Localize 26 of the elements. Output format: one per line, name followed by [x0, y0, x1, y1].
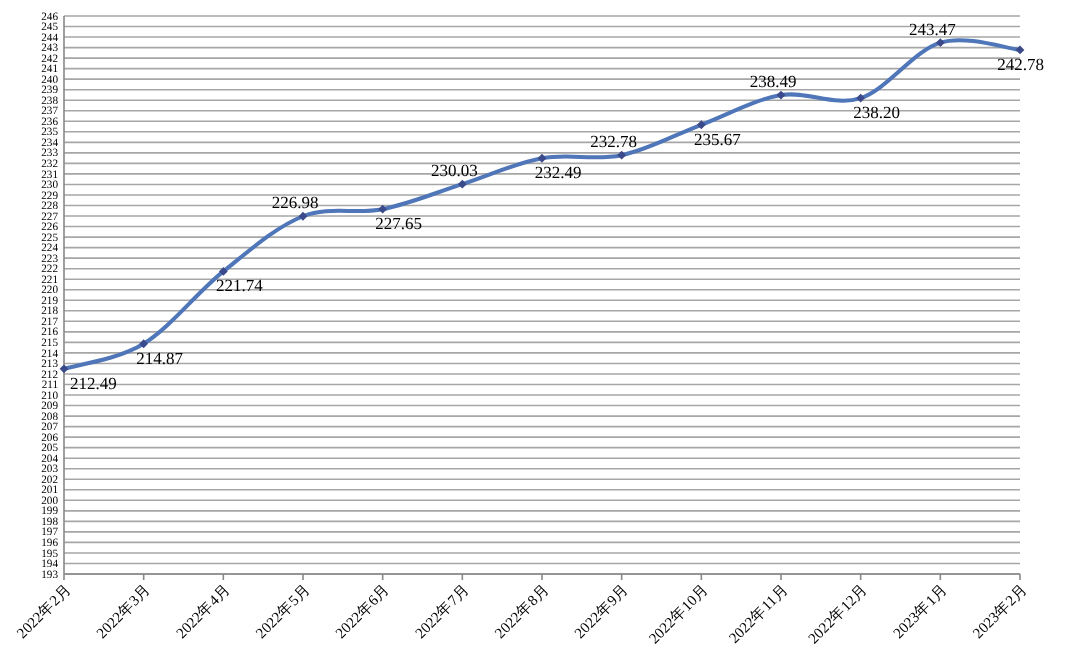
point — [617, 150, 627, 160]
text: 232.49 — [534, 162, 582, 183]
point — [378, 204, 388, 214]
text: 230.03 — [430, 160, 478, 181]
text: 221.74 — [215, 275, 263, 296]
point — [457, 179, 467, 189]
point — [218, 267, 228, 276]
text: 243.47 — [908, 18, 956, 39]
point — [298, 211, 308, 221]
text: 235.67 — [693, 128, 741, 149]
point — [696, 120, 706, 130]
text: 226.98 — [271, 192, 319, 213]
text: 238.20 — [853, 102, 901, 123]
point — [1015, 45, 1025, 55]
text: 212.49 — [70, 372, 117, 393]
text: 238.49 — [749, 71, 797, 92]
text: 232.78 — [590, 131, 638, 152]
point — [856, 93, 866, 103]
point — [537, 153, 547, 163]
text: 242.78 — [997, 53, 1044, 74]
point — [139, 339, 149, 349]
text: 214.87 — [136, 347, 184, 368]
point — [776, 90, 786, 100]
point — [59, 364, 69, 374]
point — [935, 38, 945, 48]
text: 227.65 — [375, 213, 423, 234]
